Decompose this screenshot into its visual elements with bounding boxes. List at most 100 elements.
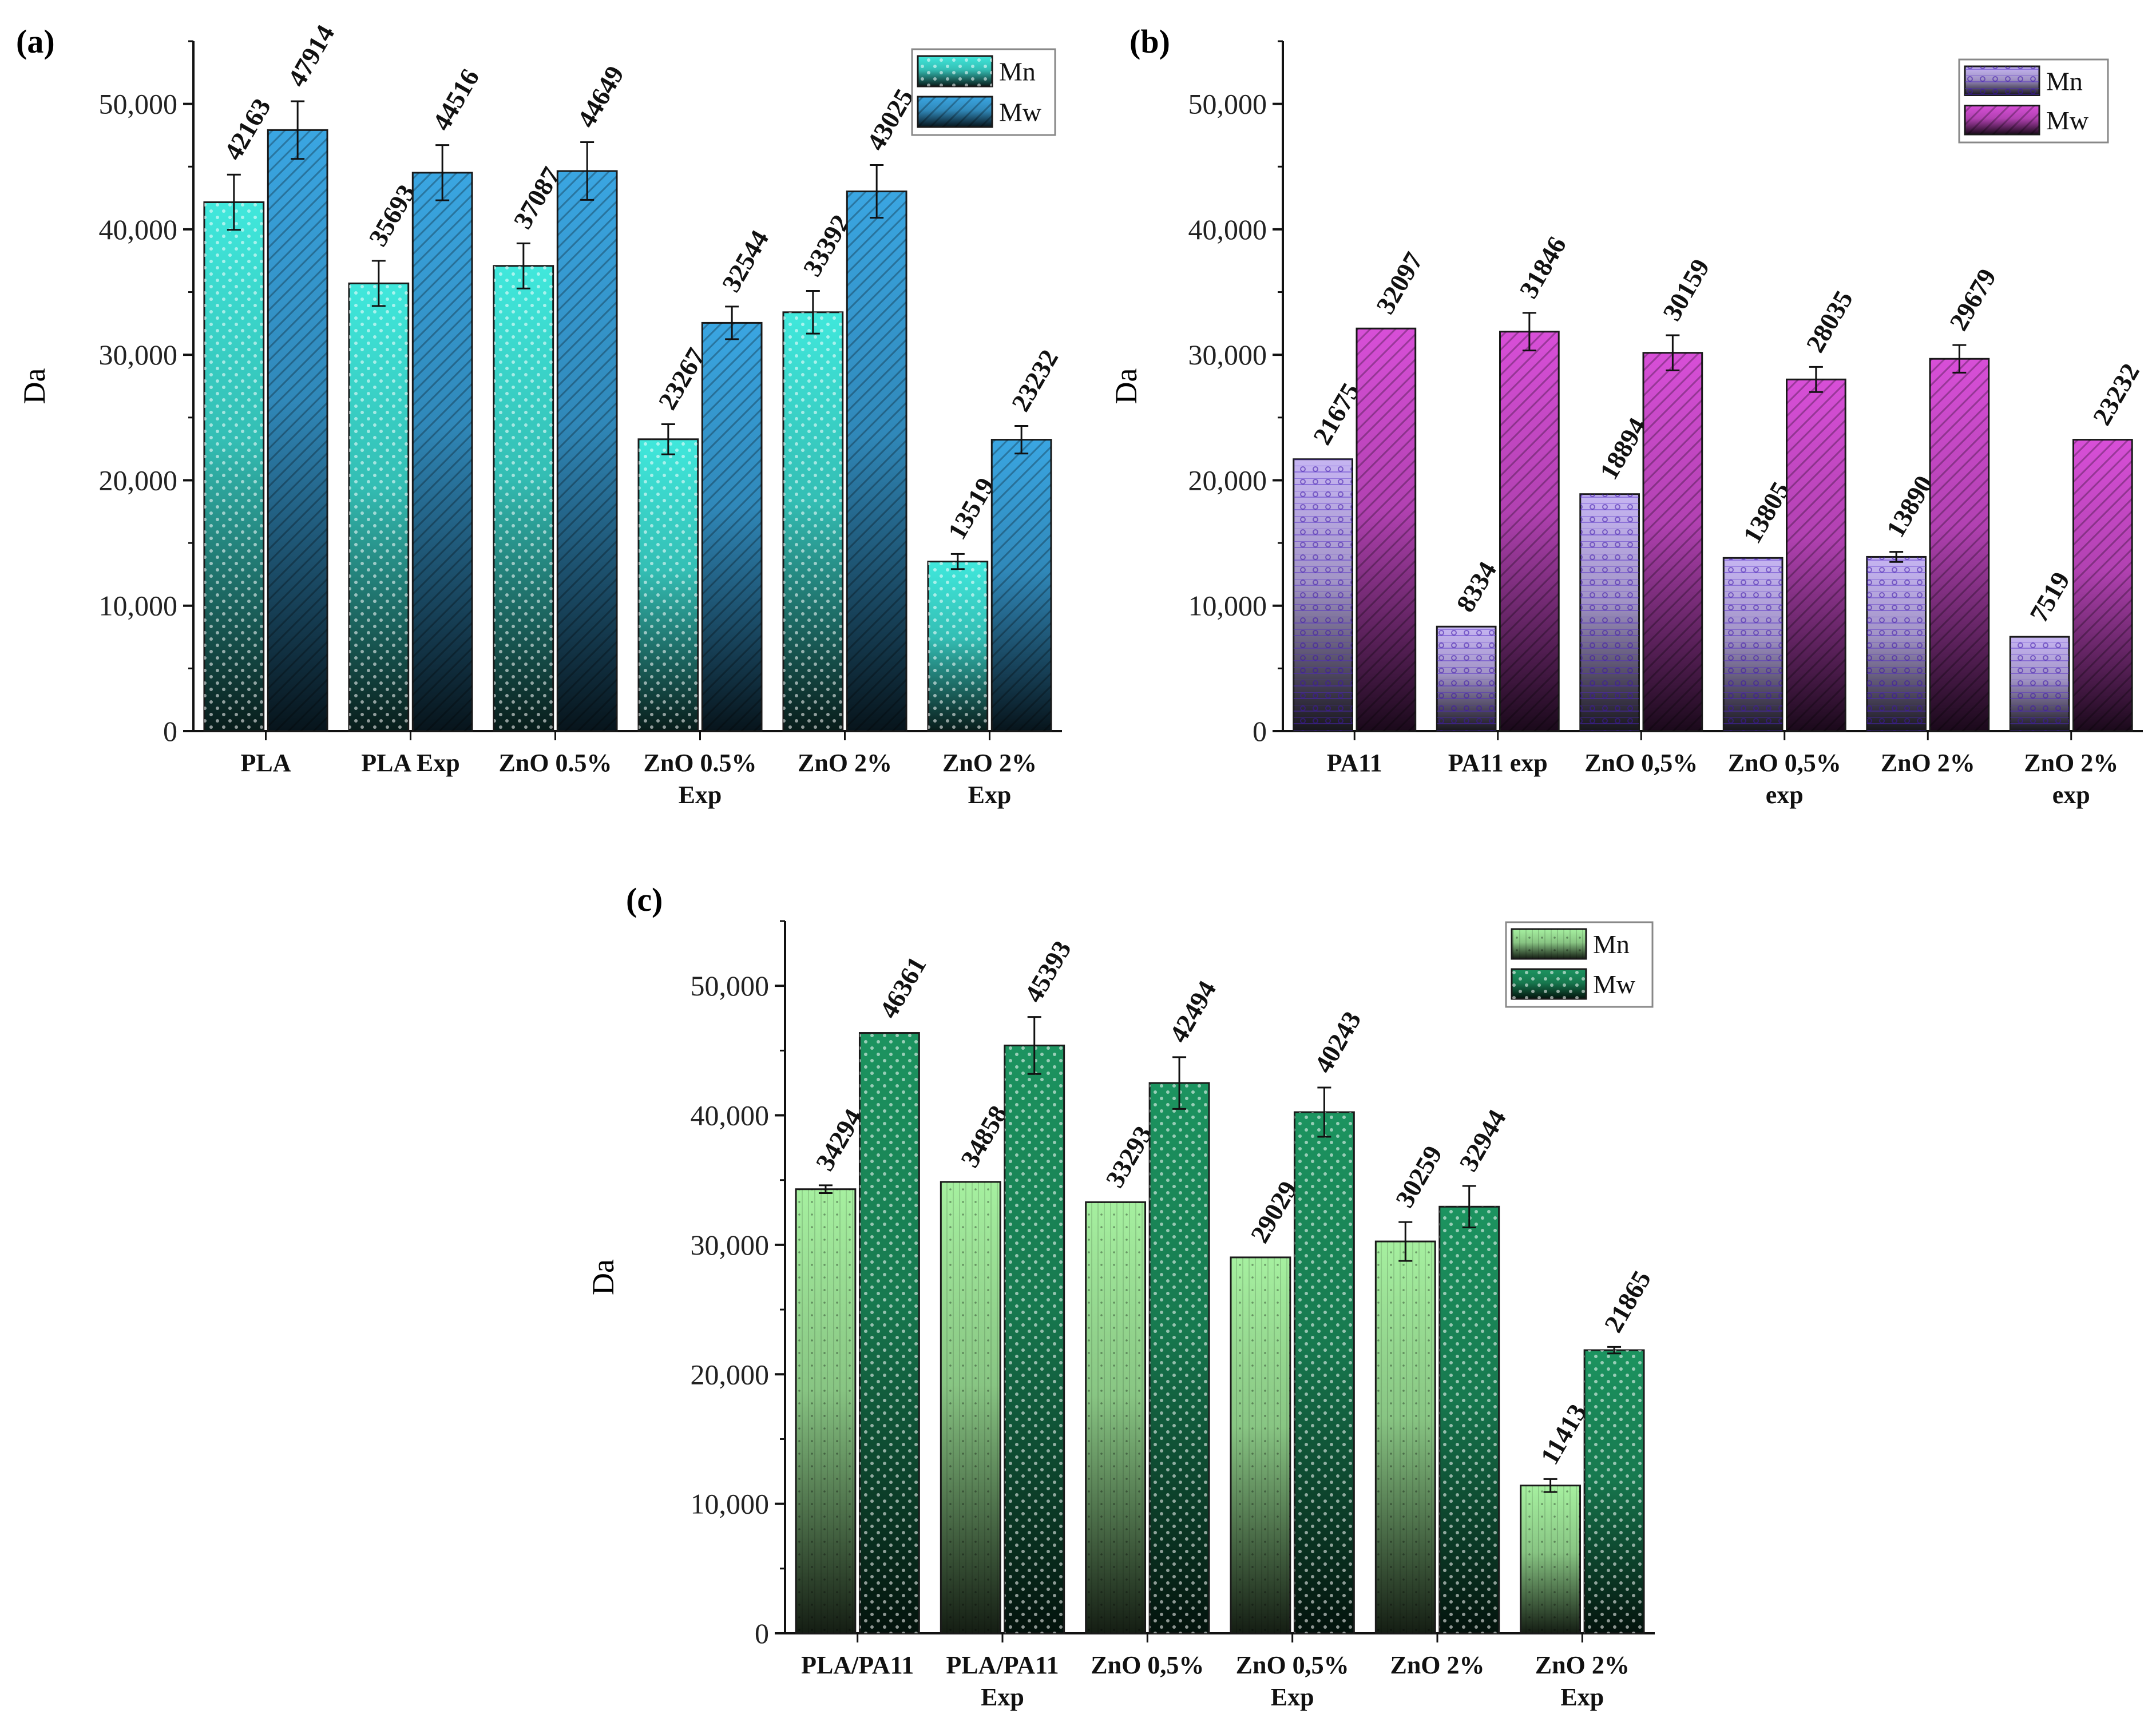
x-tick-label: ZnO 0,5% — [1728, 749, 1841, 777]
bar-pattern-mn — [1231, 1257, 1290, 1633]
legend-label-mn: Mn — [2046, 66, 2083, 96]
data-label-mw: 32097 — [1370, 247, 1429, 319]
data-label-mn: 8334 — [1450, 557, 1502, 617]
chart-panel-1: (a) Da 0 10,000 20,000 30,000 40,000 50,000 PLA 4… — [16, 20, 1064, 809]
data-label-mw: 32544 — [716, 225, 775, 297]
data-label-mw: 42494 — [1164, 976, 1222, 1047]
legend-swatch-pattern — [918, 56, 992, 86]
x-tick-label: ZnO 0,5% — [1584, 749, 1698, 777]
data-label-mw: 29679 — [1944, 264, 2002, 335]
bar-pattern-mw — [847, 191, 907, 731]
bar-pattern-mw — [1930, 359, 1989, 731]
x-tick-label: PLA/PA11 — [801, 1651, 914, 1679]
y-tick-label: 40,000 — [1188, 213, 1267, 245]
y-tick-label: 50,000 — [1188, 88, 1267, 120]
x-tick-label: PLA — [241, 749, 291, 777]
y-tick-label: 0 — [755, 1617, 769, 1649]
bar-pattern-mn — [638, 439, 698, 731]
bar-pattern-mw — [1584, 1350, 1644, 1633]
bar-pattern-mw — [268, 130, 328, 731]
y-tick-label: 10,000 — [99, 590, 178, 622]
data-label-mw: 44649 — [572, 61, 630, 132]
bar-pattern-mn — [1580, 494, 1639, 731]
data-label-mn: 30259 — [1390, 1141, 1448, 1212]
bar-pattern-mn — [1723, 558, 1782, 731]
bar-pattern-mw — [702, 323, 762, 731]
legend-swatch-pattern — [918, 97, 992, 127]
legend-label-mn: Mn — [999, 57, 1036, 86]
panel-label: (a) — [16, 23, 55, 60]
data-label-mw: 46361 — [874, 951, 932, 1023]
bar-pattern-mw — [557, 170, 617, 731]
legend-label-mw: Mw — [2046, 106, 2089, 135]
bar-pattern-mw — [413, 172, 473, 732]
y-axis-title: Da — [586, 1259, 620, 1295]
legend-swatch-pattern — [1512, 969, 1586, 999]
x-tick-label: ZnO 2% — [1881, 749, 1975, 777]
panel-label: (b) — [1129, 23, 1170, 60]
bar-pattern-mw — [2073, 439, 2133, 731]
y-axis-title: Da — [17, 368, 51, 404]
legend-label-mn: Mn — [1593, 930, 1630, 959]
x-tick-label: ZnO 0,5% — [1091, 1651, 1204, 1679]
bar-pattern-mn — [783, 312, 843, 731]
y-tick-label: 0 — [163, 715, 177, 747]
y-tick-label: 30,000 — [99, 339, 178, 371]
bar-pattern-mn — [1376, 1241, 1436, 1633]
x-tick-label: PA11 — [1327, 749, 1382, 777]
bar-pattern-mn — [348, 283, 409, 731]
bar-pattern-mw — [1439, 1207, 1499, 1633]
x-tick-label: Exp — [981, 1683, 1024, 1711]
bar-pattern-mn — [796, 1189, 855, 1633]
legend-label-mw: Mw — [1593, 970, 1636, 999]
y-tick-label: 50,000 — [99, 88, 178, 120]
x-tick-label: ZnO 2% — [1535, 1651, 1630, 1679]
y-tick-label: 20,000 — [691, 1358, 770, 1390]
bar-pattern-mn — [928, 561, 988, 731]
y-tick-label: 30,000 — [1188, 339, 1267, 371]
data-label-mw: 23232 — [1006, 344, 1064, 416]
x-tick-label: ZnO 2% — [2024, 749, 2118, 777]
data-label-mw: 43025 — [861, 84, 920, 155]
bar-pattern-mn — [941, 1181, 1001, 1633]
x-tick-label: Exp — [968, 781, 1012, 809]
x-tick-label: Exp — [1271, 1683, 1314, 1711]
bar-pattern-mn — [1520, 1485, 1580, 1633]
data-label-mw: 23232 — [2087, 358, 2145, 430]
bar-pattern-mw — [992, 439, 1052, 731]
bar-pattern-mw — [859, 1033, 920, 1633]
bar-pattern-mn — [493, 265, 553, 732]
y-tick-label: 40,000 — [691, 1100, 770, 1132]
bar-pattern-mn — [2010, 637, 2069, 731]
y-tick-label: 50,000 — [691, 970, 770, 1002]
y-axis-title: Da — [1109, 368, 1143, 404]
y-tick-label: 40,000 — [99, 213, 178, 245]
chart-panel-2: (b) Da 0 10,000 20,000 30,000 40,000 50,000 PA11… — [1109, 23, 2145, 809]
data-label-mn: 11413 — [1535, 1399, 1592, 1469]
x-tick-label: PLA Exp — [361, 749, 459, 777]
x-tick-label: exp — [2052, 781, 2090, 809]
data-label-mw: 47914 — [282, 20, 340, 92]
data-label-mn: 7519 — [2024, 567, 2075, 627]
panel-label: (c) — [626, 881, 663, 918]
x-tick-label: Exp — [679, 781, 722, 809]
data-label-mw: 44516 — [427, 64, 485, 136]
x-tick-label: Exp — [1560, 1683, 1604, 1711]
x-tick-label: ZnO 2% — [1390, 1651, 1484, 1679]
bar-pattern-mn — [1866, 557, 1926, 731]
x-tick-label: PLA/PA11 — [946, 1651, 1059, 1679]
y-tick-label: 10,000 — [691, 1488, 770, 1520]
data-label-mw: 28035 — [1800, 285, 1858, 357]
bar-pattern-mw — [1150, 1083, 1209, 1633]
y-tick-label: 20,000 — [99, 464, 178, 496]
data-label-mw: 31846 — [1513, 232, 1572, 303]
data-label-mw: 21865 — [1599, 1265, 1657, 1337]
bar-pattern-mw — [1643, 352, 1702, 731]
legend-swatch-pattern — [1512, 929, 1586, 959]
bar-pattern-mw — [1786, 379, 1846, 731]
legend-label-mw: Mw — [999, 98, 1042, 127]
bar-pattern-mn — [1437, 626, 1496, 731]
chart-panel-3: (c) Da 0 10,000 20,000 30,000 40,000 50,000 PLA/… — [586, 881, 1656, 1711]
x-tick-label: exp — [1766, 781, 1804, 809]
